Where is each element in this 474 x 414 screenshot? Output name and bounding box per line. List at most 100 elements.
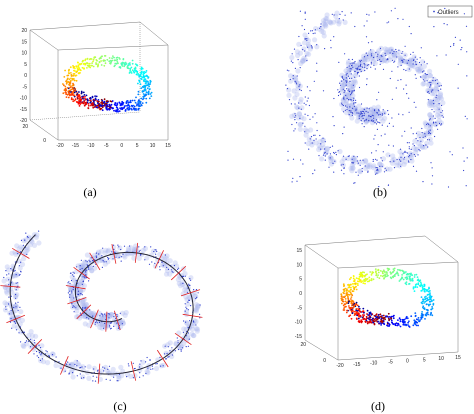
- band-point: [71, 277, 77, 283]
- point: [96, 322, 98, 324]
- tick-label: 20: [22, 124, 28, 130]
- legend-marker: [433, 10, 435, 13]
- band-point: [18, 309, 24, 315]
- band-point: [189, 331, 195, 337]
- point: [189, 278, 191, 280]
- outlier: [308, 104, 310, 107]
- band-point: [339, 86, 345, 92]
- point: [395, 272, 397, 275]
- point: [332, 162, 334, 164]
- point: [346, 88, 348, 90]
- point: [416, 58, 418, 60]
- outlier: [314, 113, 316, 115]
- point: [48, 355, 50, 357]
- outlier: [300, 159, 302, 161]
- point: [319, 134, 321, 137]
- band-point: [69, 274, 75, 280]
- point: [103, 104, 106, 107]
- outlier: [410, 148, 412, 150]
- point: [13, 320, 15, 323]
- band-point: [369, 111, 375, 117]
- point: [93, 56, 96, 59]
- band-point: [140, 359, 146, 365]
- point: [344, 303, 347, 306]
- outlier: [373, 138, 375, 140]
- point: [359, 310, 362, 313]
- outlier: [304, 96, 306, 98]
- point: [184, 275, 186, 277]
- point: [58, 361, 60, 363]
- point: [171, 347, 173, 349]
- band-point: [413, 149, 419, 155]
- point: [15, 293, 17, 296]
- point: [350, 110, 352, 112]
- point: [429, 133, 432, 135]
- point: [363, 311, 365, 314]
- band-point: [120, 320, 126, 326]
- band-point: [331, 19, 337, 25]
- band-point: [50, 351, 56, 357]
- band-point: [387, 46, 393, 52]
- point: [361, 167, 363, 170]
- point: [84, 307, 86, 309]
- tick-label: -15: [72, 143, 79, 149]
- band-point: [297, 121, 304, 127]
- point: [72, 91, 74, 94]
- point: [70, 91, 72, 93]
- point: [84, 277, 86, 279]
- point: [427, 290, 430, 293]
- band-point: [69, 369, 75, 375]
- band-point: [83, 301, 89, 307]
- band-point: [49, 351, 56, 357]
- band-point: [182, 287, 188, 293]
- band-point: [401, 161, 407, 167]
- point: [379, 122, 381, 124]
- point: [145, 74, 148, 77]
- outlier: [376, 99, 378, 101]
- point: [300, 108, 302, 110]
- band-point: [124, 250, 131, 256]
- point: [139, 366, 141, 368]
- point: [335, 151, 337, 153]
- point: [296, 75, 298, 77]
- band-point: [411, 54, 417, 60]
- normal-segment: [170, 265, 187, 281]
- point: [65, 96, 68, 98]
- outlier: [392, 145, 394, 147]
- band-point: [13, 293, 19, 299]
- band-point: [297, 99, 303, 105]
- band-point: [86, 375, 92, 381]
- point: [113, 325, 115, 327]
- band-point: [416, 133, 422, 139]
- band-point: [183, 326, 189, 332]
- point: [342, 309, 345, 311]
- band-point: [13, 251, 19, 257]
- outlier: [314, 134, 316, 136]
- band-point: [93, 255, 99, 261]
- point: [156, 363, 158, 365]
- band-point: [350, 83, 356, 89]
- point: [432, 299, 435, 301]
- band-point: [182, 284, 188, 290]
- point: [350, 298, 352, 300]
- point: [286, 69, 288, 71]
- point: [427, 91, 429, 93]
- point: [392, 270, 395, 273]
- point: [384, 318, 386, 321]
- band-point: [409, 63, 416, 69]
- point: [134, 69, 136, 72]
- point: [84, 366, 86, 368]
- point: [10, 317, 12, 320]
- band-point: [432, 96, 438, 102]
- point: [77, 102, 80, 105]
- point: [135, 109, 138, 111]
- band-point: [76, 362, 82, 368]
- point: [426, 290, 428, 292]
- outlier: [453, 44, 455, 46]
- band-point: [128, 245, 134, 251]
- normal-segment: [180, 289, 201, 297]
- point: [415, 283, 417, 286]
- band-point: [301, 46, 307, 52]
- band-point: [390, 157, 396, 164]
- point: [139, 105, 142, 107]
